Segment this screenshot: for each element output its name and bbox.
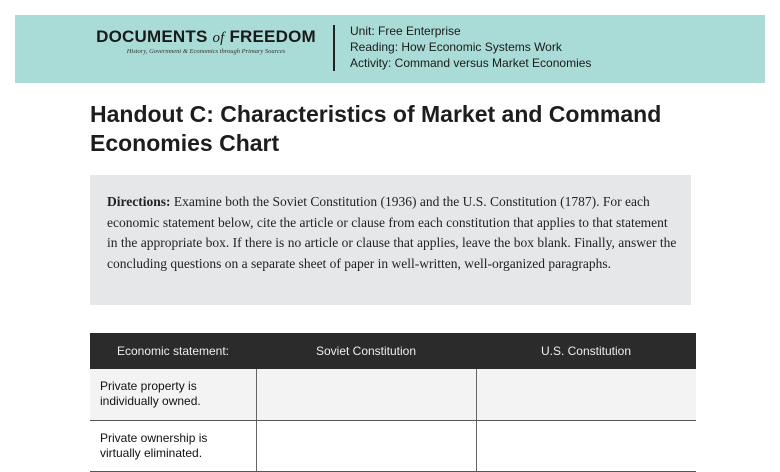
soviet-cell[interactable] <box>255 420 476 472</box>
us-cell[interactable] <box>475 420 696 472</box>
us-cell[interactable] <box>475 369 696 421</box>
table-header-row: Economic statement: Soviet Constitution … <box>90 333 696 369</box>
unit-label: Unit: Free Enterprise <box>350 24 461 38</box>
column-header: U.S. Constitution <box>476 333 696 369</box>
column-header: Economic statement: <box>90 333 256 369</box>
directions-box: Directions: Examine both the Soviet Cons… <box>90 175 691 305</box>
logo-tagline: History, Government & Economics through … <box>126 48 286 55</box>
reading-label: Reading: How Economic Systems Work <box>350 40 562 54</box>
logo-text: DOCUMENTS <box>96 27 208 46</box>
header-divider <box>333 25 335 71</box>
statement-cell: Private ownership is virtually eliminate… <box>90 420 256 472</box>
documents-of-freedom-logo: DOCUMENTS of FREEDOM History, Government… <box>95 27 317 55</box>
comparison-table: Economic statement: Soviet Constitution … <box>90 333 696 472</box>
directions-text: Examine both the Soviet Constitution (19… <box>107 194 677 271</box>
logo-text: FREEDOM <box>229 27 316 46</box>
page-title: Handout C: Characteristics of Market and… <box>90 101 662 156</box>
activity-label: Activity: Command versus Market Economie… <box>350 56 592 70</box>
directions-label: Directions: <box>107 194 171 209</box>
logo-of: of <box>212 30 225 46</box>
table-row: Private property is individually owned. <box>90 369 696 421</box>
statement-cell: Private property is individually owned. <box>90 369 256 421</box>
header-band: DOCUMENTS of FREEDOM History, Government… <box>15 15 765 83</box>
lesson-info: Unit: Free Enterprise Reading: How Econo… <box>350 23 591 71</box>
table-row: Private ownership is virtually eliminate… <box>90 420 696 472</box>
column-header: Soviet Constitution <box>256 333 476 369</box>
soviet-cell[interactable] <box>255 369 476 421</box>
